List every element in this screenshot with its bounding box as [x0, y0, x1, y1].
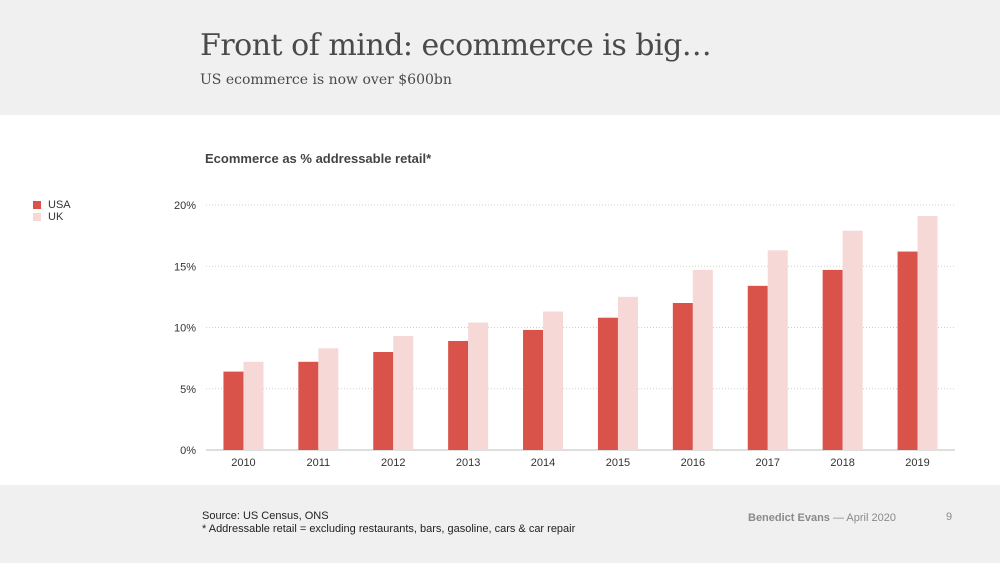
- y-tick-label: 10%: [174, 323, 196, 335]
- bar-uk: [617, 296, 638, 450]
- x-tick-label: 2013: [456, 457, 480, 469]
- bar-usa: [747, 285, 768, 450]
- x-tick-label: 2018: [830, 457, 854, 469]
- bar-uk: [767, 250, 788, 450]
- x-tick-label: 2014: [531, 457, 555, 469]
- page-number: 9: [946, 511, 953, 523]
- legend-label-usa: USA: [48, 199, 71, 211]
- bar-uk: [543, 311, 564, 450]
- bar-usa: [897, 251, 918, 450]
- x-tick-label: 2019: [905, 457, 929, 469]
- legend-swatch-uk: [33, 213, 41, 221]
- bar-usa: [597, 317, 618, 450]
- source-note: Source: US Census, ONS * Addressable ret…: [202, 510, 575, 536]
- x-tick-label: 2016: [681, 457, 705, 469]
- author-date: — April 2020: [832, 512, 896, 524]
- bar-uk: [842, 230, 863, 450]
- footer-band: Source: US Census, ONS * Addressable ret…: [0, 485, 1000, 563]
- footnote-line: * Addressable retail = excluding restaur…: [202, 523, 576, 535]
- bar-usa: [822, 269, 843, 450]
- bar-usa: [672, 303, 693, 450]
- legend-swatch-usa: [33, 201, 41, 209]
- y-tick-label: 15%: [174, 261, 196, 273]
- chart-legend: USA UK: [33, 199, 71, 223]
- source-line: Source: US Census, ONS: [202, 510, 329, 522]
- bar-usa: [448, 340, 469, 450]
- y-tick-label: 0%: [180, 445, 196, 457]
- chart-title: Ecommerce as % addressable retail*: [205, 151, 432, 166]
- y-tick-label: 5%: [180, 384, 196, 396]
- x-tick-label: 2010: [231, 457, 255, 469]
- author-credit: Benedict Evans — April 2020: [748, 512, 896, 524]
- bar-uk: [243, 361, 264, 450]
- bar-usa: [298, 361, 319, 450]
- bar-usa: [373, 352, 394, 450]
- y-tick-label: 20%: [174, 200, 196, 212]
- bar-uk: [318, 348, 339, 450]
- x-tick-label: 2015: [606, 457, 630, 469]
- bar-usa: [523, 329, 544, 450]
- bar-usa: [223, 371, 244, 450]
- bar-uk: [917, 216, 938, 450]
- x-tick-label: 2012: [381, 457, 405, 469]
- legend-item-usa: USA: [33, 199, 71, 211]
- legend-label-uk: UK: [48, 211, 64, 223]
- legend-item-uk: UK: [33, 211, 71, 223]
- page-title: Front of mind: ecommerce is big…: [200, 28, 712, 63]
- bar-uk: [468, 322, 489, 450]
- bar-chart: 0% 5% 10% 15% 20% 2010 2011 2012 2013 2014 2015 201…: [174, 200, 955, 469]
- x-tick-label: 2011: [307, 457, 331, 469]
- author-name: Benedict Evans: [748, 512, 830, 524]
- header-band: Front of mind: ecommerce is big… US ecom…: [0, 0, 1000, 115]
- page-subtitle: US ecommerce is now over $600bn: [200, 72, 452, 88]
- x-tick-label: 2017: [756, 457, 780, 469]
- bar-uk: [393, 336, 414, 450]
- bar-uk: [692, 269, 713, 450]
